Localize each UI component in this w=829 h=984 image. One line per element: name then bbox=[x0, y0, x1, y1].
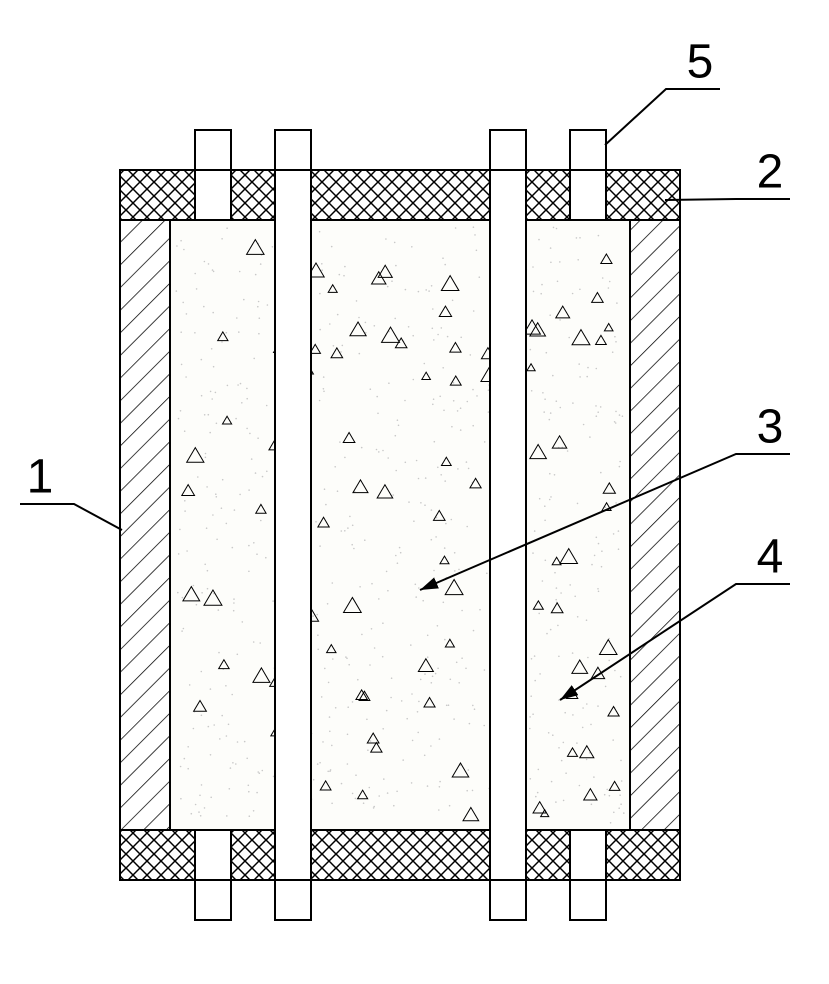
label-1: 1 bbox=[20, 451, 122, 530]
label-5: 5 bbox=[605, 36, 720, 145]
left-wall bbox=[120, 220, 170, 830]
label-4-text: 4 bbox=[757, 531, 784, 584]
right-wall bbox=[630, 220, 680, 830]
label-3-text: 3 bbox=[757, 401, 784, 454]
concrete-fill bbox=[170, 220, 630, 830]
label-2-text: 2 bbox=[757, 146, 784, 199]
label-5-text: 5 bbox=[687, 36, 714, 89]
label-2: 2 bbox=[665, 146, 790, 200]
label-1-text: 1 bbox=[27, 451, 54, 504]
